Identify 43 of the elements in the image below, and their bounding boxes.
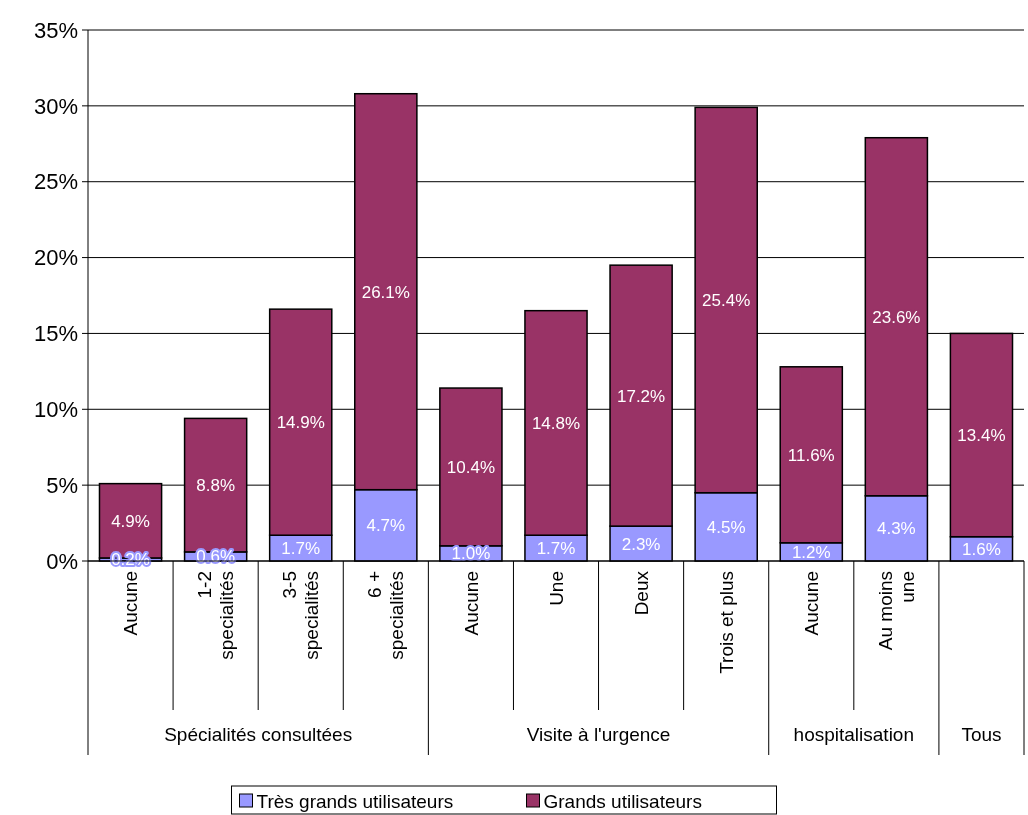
text: hospitalisation xyxy=(793,724,915,745)
data-label: 1.7% xyxy=(536,539,576,559)
y-tick-label: 35% xyxy=(33,17,78,43)
data-label: 4.5% xyxy=(706,517,746,537)
y-tick-label: 0% xyxy=(46,548,78,574)
data-label: 1.6% xyxy=(962,539,1001,559)
data-label: 14.9% xyxy=(276,413,325,433)
x-tick-label: Aucune xyxy=(800,571,822,636)
y-tick-label: 10% xyxy=(33,396,78,422)
data-label: 4.3% xyxy=(876,519,916,539)
data-label: 11.6% xyxy=(787,445,835,465)
data-label: 1.2% xyxy=(791,542,831,562)
y-tick-label: 20% xyxy=(33,245,78,271)
x-tick-label: 1-2 specialités xyxy=(194,571,238,660)
data-label: 4.9% xyxy=(111,511,150,531)
data-label: 2.3% xyxy=(621,534,661,554)
data-label: 4.7% xyxy=(366,516,406,536)
y-tick-label: 5% xyxy=(46,472,78,498)
y-tick-label: 15% xyxy=(33,321,78,347)
data-label: 8.8% xyxy=(196,476,236,496)
data-label: 17.2% xyxy=(616,386,666,406)
x-tick-label: Au moins une xyxy=(875,571,919,651)
data-label: 23.6% xyxy=(872,307,921,327)
x-tick-label: Aucune xyxy=(120,571,142,636)
data-label: 26.1% xyxy=(361,282,410,302)
x-tick-label: Aucune xyxy=(460,571,482,636)
x-tick-label: Deux xyxy=(630,570,652,616)
x-tick-label: Trois et plus xyxy=(715,571,737,674)
data-label: 10.4% xyxy=(446,457,496,477)
data-label: 0.2% xyxy=(111,550,150,570)
text: Visite à l'urgence xyxy=(526,724,671,745)
legend-label: Grands utilisateurs xyxy=(543,790,702,812)
text: Spécialités consultées xyxy=(164,724,353,745)
y-tick-label: 25% xyxy=(33,169,78,195)
x-tick-label: Une xyxy=(545,571,567,606)
text: Tous xyxy=(961,724,1002,745)
data-label: 1.0% xyxy=(451,544,491,564)
legend-label: Très grands utilisateurs xyxy=(256,790,454,812)
data-label: 1.7% xyxy=(281,539,321,559)
y-tick-label: 30% xyxy=(33,93,78,119)
data-label: 25.4% xyxy=(702,291,751,310)
data-label: 13.4% xyxy=(957,426,1006,446)
data-label: 14.8% xyxy=(531,413,581,433)
